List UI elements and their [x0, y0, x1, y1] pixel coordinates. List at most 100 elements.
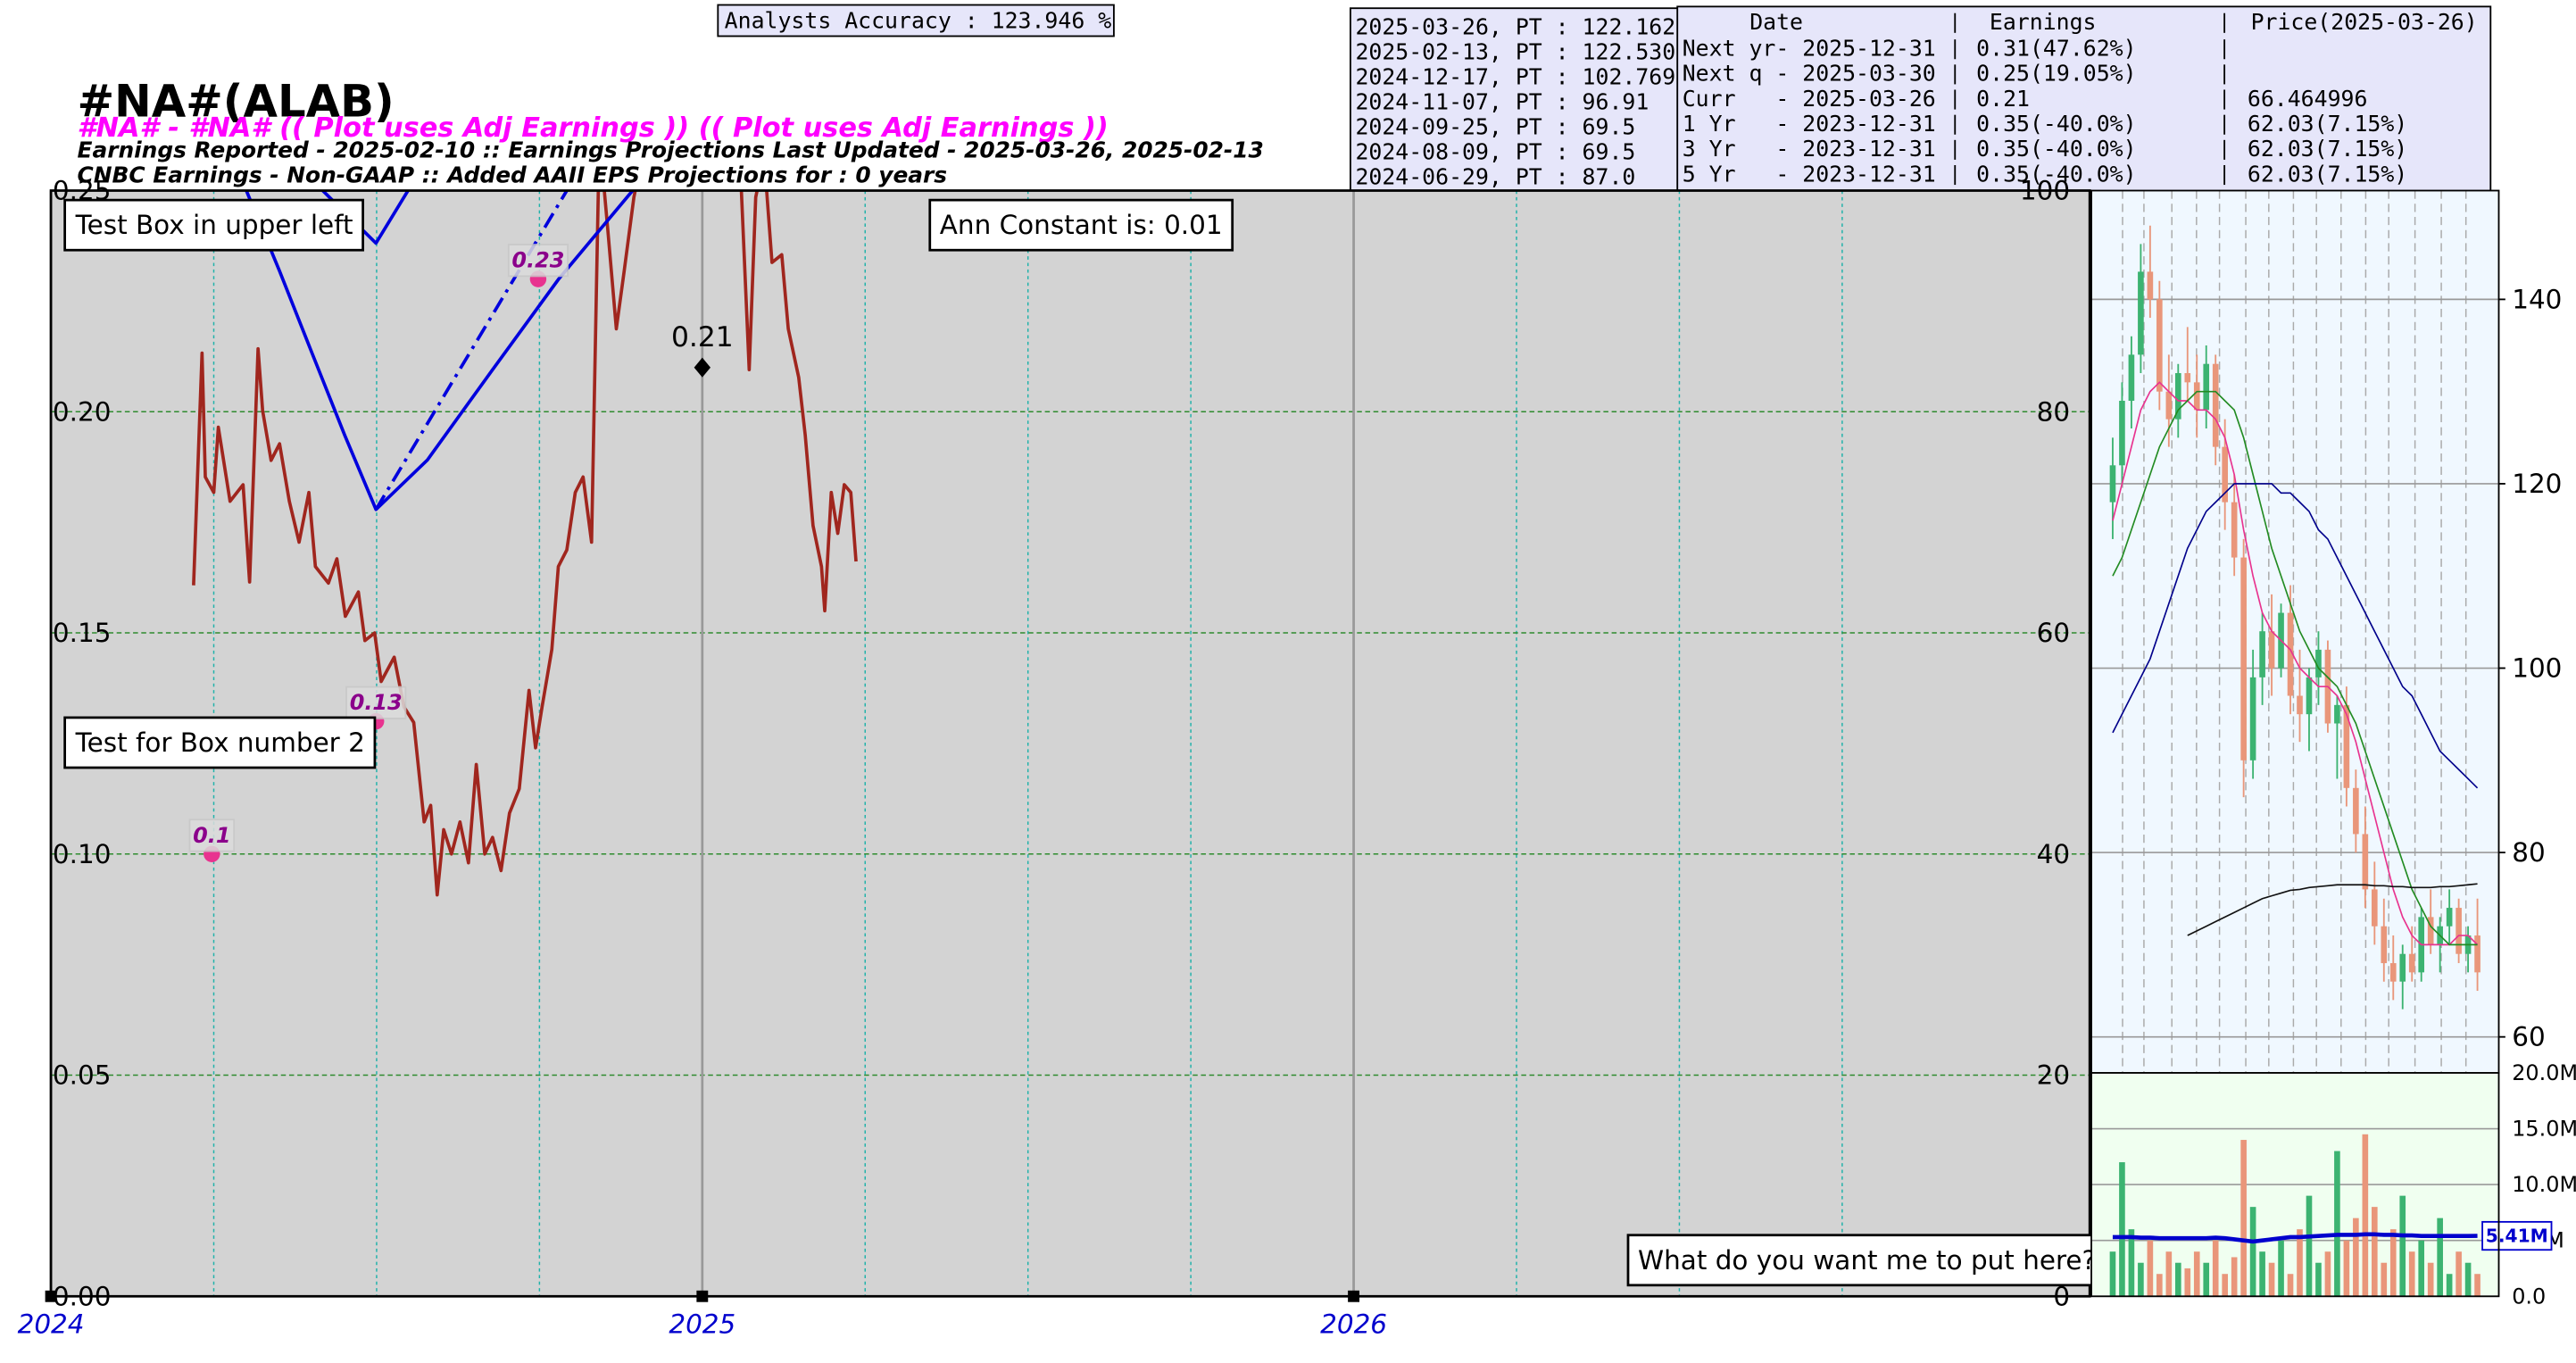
y-tick-label: 60 [2512, 1022, 2545, 1052]
y2-tick-label: 40 [2037, 839, 2070, 869]
candle-body [2203, 363, 2210, 411]
candle-body [2174, 373, 2181, 420]
y2-tick-label: 20 [2037, 1060, 2070, 1091]
table-cell: 0.35(-40.0%) [1976, 161, 2136, 187]
table-cell: 66.464996 [2248, 86, 2368, 112]
candle-body [2381, 926, 2388, 964]
label-box [345, 686, 407, 719]
chart-subtitle: #NA# - #NA# (( Plot uses Adj Earnings ))… [78, 112, 1109, 144]
candle-body [2306, 677, 2313, 715]
volume-bar [2464, 1262, 2472, 1297]
volume-bar [2109, 1251, 2116, 1297]
x-tick-mark [1348, 1290, 1360, 1302]
y2-tick-label: 60 [2037, 618, 2070, 648]
volume-bar [2353, 1218, 2359, 1297]
table-header: Price(2025-03-26) [2251, 9, 2478, 35]
candle-body [2362, 834, 2369, 890]
volume-bar [2240, 1140, 2247, 1297]
volume-bar [2249, 1207, 2256, 1297]
volume: 5.41M [2109, 1134, 2553, 1297]
plot-frame [49, 189, 2091, 1298]
label-box [188, 819, 236, 852]
pt-line: 2025-02-13, PT : 122.530 [1355, 39, 1675, 65]
volume-bar [2474, 1274, 2480, 1297]
candle-body [2399, 953, 2406, 982]
table-cell: 62.03(7.15%) [2248, 136, 2407, 162]
volume-bar [2165, 1251, 2173, 1297]
candle-body [2128, 354, 2135, 402]
volume-average [2112, 1232, 2478, 1244]
candle-body [2268, 631, 2275, 669]
candle-body [2156, 299, 2163, 392]
y-tick-label: 140 [2512, 284, 2562, 314]
table-cell: 3 Yr - 2023-12-31 [1683, 136, 1936, 162]
note: CNBC Earnings - Non-GAAP :: Added AAII E… [78, 162, 948, 187]
table-cell: 0.25(19.05%) [1976, 61, 2136, 87]
grid [49, 189, 2090, 1298]
volume-bar [2297, 1229, 2303, 1297]
y2-tick-label: 100 [2020, 176, 2070, 206]
volume-bar [2287, 1274, 2294, 1297]
volume-bar [2268, 1262, 2275, 1297]
label-box [507, 244, 569, 278]
candle-body [2119, 401, 2125, 466]
y-tick-label: 20.0M [2512, 1060, 2576, 1085]
table-cell: 5 Yr - 2023-12-31 [1683, 161, 1936, 187]
annotation: Ann Constant is: 0.01 [940, 210, 1223, 240]
y-tick-label: 0.00 [53, 1281, 112, 1311]
candle-body [2343, 704, 2350, 788]
pt-line: 2024-06-29, PT : 87.0 [1355, 164, 1635, 190]
volume-bar [2408, 1251, 2415, 1297]
y-tick-label: 0.0 [2512, 1284, 2546, 1309]
axes: 2024 2025 20260.000.050.100.150.200.250204… [18, 176, 2071, 1340]
table-cell: Next yr- 2025-12-31 [1683, 36, 1936, 62]
table-header: Date [1749, 9, 1803, 35]
y-tick-label: 100 [2512, 653, 2562, 684]
candle-body [2193, 382, 2200, 411]
candle-body [2456, 908, 2462, 954]
x-tick-label: 2025 [669, 1309, 735, 1340]
moving-average [2112, 390, 2478, 946]
table-cell: 1 Yr - 2023-12-31 [1683, 111, 1936, 137]
accuracy-box [717, 4, 1115, 37]
volume-bar [2278, 1240, 2284, 1297]
annotation: Test Box in upper left [75, 210, 353, 240]
candle-body [2109, 465, 2116, 503]
y-tick-label: 0.15 [53, 618, 112, 648]
candle-body [2389, 963, 2397, 982]
volume-bar [2372, 1207, 2378, 1297]
candle-body [2259, 631, 2265, 677]
x-tick-mark [696, 1290, 709, 1302]
candle-body [2474, 935, 2480, 973]
volume-bar [2334, 1151, 2340, 1297]
volume-bar [2446, 1274, 2453, 1297]
y2-tick-label: 0 [2053, 1281, 2070, 1311]
table-cell: 62.03(7.15%) [2248, 111, 2407, 137]
pt-line: 2024-12-17, PT : 102.769 [1355, 64, 1675, 90]
data-label: 0.21 [671, 321, 734, 353]
volume-bar [2212, 1240, 2219, 1297]
volume-bar [2324, 1251, 2331, 1297]
volume-bar [2193, 1251, 2200, 1297]
volume-bar [2138, 1262, 2144, 1297]
volume-bar [2156, 1274, 2163, 1297]
volume-bar [2381, 1262, 2388, 1297]
candle-body [2184, 373, 2191, 383]
candle-body [2165, 391, 2173, 420]
annotation: Test for Box number 2 [75, 727, 365, 758]
table-cell: 0.35(-40.0%) [1976, 111, 2136, 137]
candle-body [2297, 695, 2303, 715]
pt-table-box [1350, 7, 1680, 192]
candle-body [2334, 704, 2340, 724]
note: Earnings Reported - 2025-02-10 :: Earnin… [78, 137, 1264, 163]
pt-line: 2024-11-07, PT : 96.91 [1355, 89, 1649, 115]
volume-bar [2119, 1162, 2125, 1297]
x-tick-label: 2026 [1320, 1309, 1387, 1340]
label-box [2481, 1220, 2553, 1251]
volume-bar [2306, 1195, 2313, 1297]
earnings-table-box [1676, 5, 2492, 194]
label-box [63, 716, 377, 769]
